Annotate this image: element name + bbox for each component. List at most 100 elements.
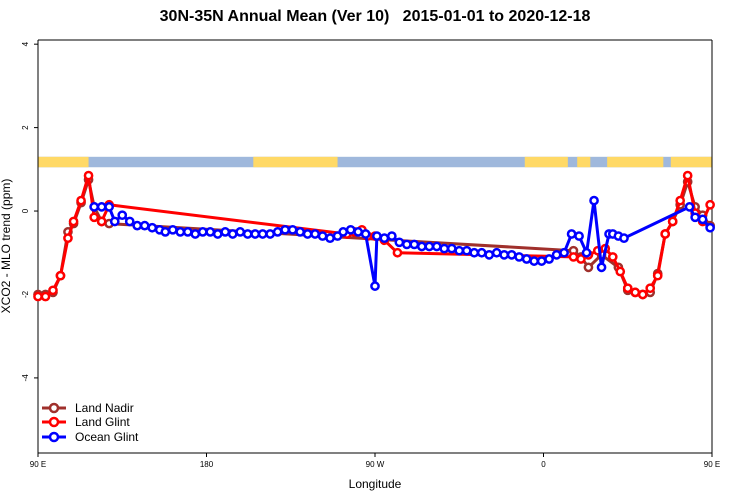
- data-point-ocean-glint: [160, 227, 171, 237]
- data-point-ocean-glint: [117, 210, 128, 221]
- data-point-ocean-glint: [521, 254, 532, 264]
- data-point-land-glint: [33, 291, 43, 302]
- x-tick-label: 180: [200, 460, 214, 469]
- data-point-ocean-glint: [287, 224, 298, 235]
- data-point-land-glint: [675, 195, 686, 206]
- legend-item-ocean-glint: Ocean Glint: [42, 430, 139, 444]
- data-point-ocean-glint: [302, 229, 313, 239]
- y-tick-label: -2: [21, 290, 30, 298]
- data-point-ocean-glint: [175, 227, 186, 237]
- data-point-ocean-glint: [514, 252, 525, 262]
- data-point-ocean-glint: [167, 224, 178, 235]
- data-point-ocean-glint: [394, 237, 405, 248]
- legend-label-ocean-glint: Ocean Glint: [75, 430, 139, 444]
- data-point-ocean-glint: [325, 233, 335, 244]
- land-band-segment-2: [524, 156, 568, 168]
- y-axis-title: XCO2 - MLO trend (ppm): [0, 179, 13, 314]
- data-point-ocean-glint: [89, 202, 100, 212]
- legend-label-land-nadir: Land Nadir: [75, 401, 134, 415]
- ocean-band: [38, 156, 712, 168]
- data-point-ocean-glint: [345, 224, 356, 235]
- data-point-ocean-glint: [690, 212, 701, 223]
- data-point-ocean-glint: [705, 222, 715, 233]
- data-point-land-glint: [48, 285, 58, 296]
- data-point-ocean-glint: [536, 256, 547, 266]
- data-point-land-glint: [568, 252, 579, 262]
- y-tick-label: -4: [21, 374, 30, 382]
- legend-marker-land-glint: [48, 416, 60, 428]
- data-point-ocean-glint: [684, 202, 695, 212]
- data-point-land-glint: [637, 289, 648, 300]
- data-point-ocean-glint: [551, 249, 562, 260]
- data-point-land-glint: [68, 216, 79, 227]
- data-point-ocean-glint: [619, 233, 629, 244]
- data-point-ocean-glint: [387, 231, 397, 241]
- data-point-ocean-glint: [484, 249, 495, 260]
- data-series: [33, 170, 715, 302]
- x-tick-label: 90 E: [704, 460, 720, 469]
- data-point-ocean-glint: [265, 229, 276, 239]
- data-point-land-glint: [83, 170, 94, 181]
- data-point-ocean-glint: [499, 249, 510, 260]
- data-point-ocean-glint: [212, 229, 223, 239]
- legend-item-land-nadir: Land Nadir: [42, 401, 134, 415]
- x-tick-label: 0: [541, 460, 546, 469]
- x-tick-label: 90 E: [30, 460, 46, 469]
- data-point-land-glint: [392, 247, 403, 258]
- legend-item-land-glint: Land Glint: [42, 415, 130, 429]
- data-point-land-glint: [660, 229, 671, 239]
- data-point-ocean-glint: [235, 227, 246, 237]
- x-ticks: 90 E 180 90 W 0 90 E: [30, 453, 720, 469]
- data-point-ocean-glint: [574, 231, 584, 241]
- data-point-land-glint: [607, 252, 618, 262]
- data-point-ocean-glint: [190, 229, 201, 239]
- data-point-ocean-glint: [416, 241, 427, 252]
- data-point-land-glint: [55, 270, 66, 281]
- data-point-ocean-glint: [529, 256, 539, 266]
- data-point-ocean-glint: [197, 227, 208, 237]
- data-point-ocean-glint: [596, 262, 607, 273]
- data-point-land-glint: [576, 254, 586, 264]
- series-ocean-glint: [89, 195, 715, 291]
- data-point-land-glint: [76, 195, 86, 206]
- legend: Land Nadir Land Glint Ocean Glint: [42, 401, 139, 444]
- data-point-ocean-glint: [227, 229, 238, 239]
- data-point-ocean-glint: [544, 254, 554, 264]
- data-point-land-glint: [63, 233, 73, 244]
- data-point-ocean-glint: [401, 239, 412, 250]
- data-point-ocean-glint: [272, 227, 283, 237]
- data-point-ocean-glint: [360, 229, 371, 239]
- data-point-land-glint: [615, 266, 626, 277]
- data-point-ocean-glint: [310, 229, 320, 239]
- data-point-ocean-glint: [476, 247, 487, 258]
- data-point-ocean-glint: [697, 214, 708, 225]
- land-band-segment-1: [253, 156, 338, 168]
- data-point-ocean-glint: [295, 227, 305, 237]
- data-point-land-glint: [630, 287, 641, 298]
- data-point-ocean-glint: [139, 220, 150, 231]
- data-point-ocean-glint: [257, 229, 268, 239]
- data-point-ocean-glint: [431, 241, 442, 252]
- data-point-ocean-glint: [317, 231, 328, 241]
- data-point-land-glint: [622, 283, 633, 294]
- data-point-ocean-glint: [409, 239, 420, 250]
- data-point-ocean-glint: [506, 249, 517, 260]
- data-point-ocean-glint: [353, 227, 363, 237]
- data-point-ocean-glint: [469, 247, 480, 258]
- data-point-ocean-glint: [182, 227, 193, 237]
- x-axis-title: Longitude: [349, 477, 402, 491]
- data-point-ocean-glint: [446, 243, 457, 254]
- data-point-ocean-glint: [104, 202, 114, 212]
- data-point-ocean-glint: [280, 224, 290, 235]
- data-point-land-glint: [645, 283, 656, 294]
- data-point-ocean-glint: [461, 245, 472, 256]
- x-tick-label: 90 W: [366, 460, 385, 469]
- data-point-land-glint: [96, 216, 107, 227]
- surface-type-band: [38, 156, 712, 168]
- legend-marker-ocean-glint: [48, 431, 60, 443]
- data-point-land-glint: [89, 212, 100, 223]
- chart-title: 30N-35N Annual Mean (Ver 10) 2015-01-01 …: [159, 8, 591, 25]
- data-point-ocean-glint: [454, 245, 465, 256]
- data-point-ocean-glint: [109, 216, 120, 227]
